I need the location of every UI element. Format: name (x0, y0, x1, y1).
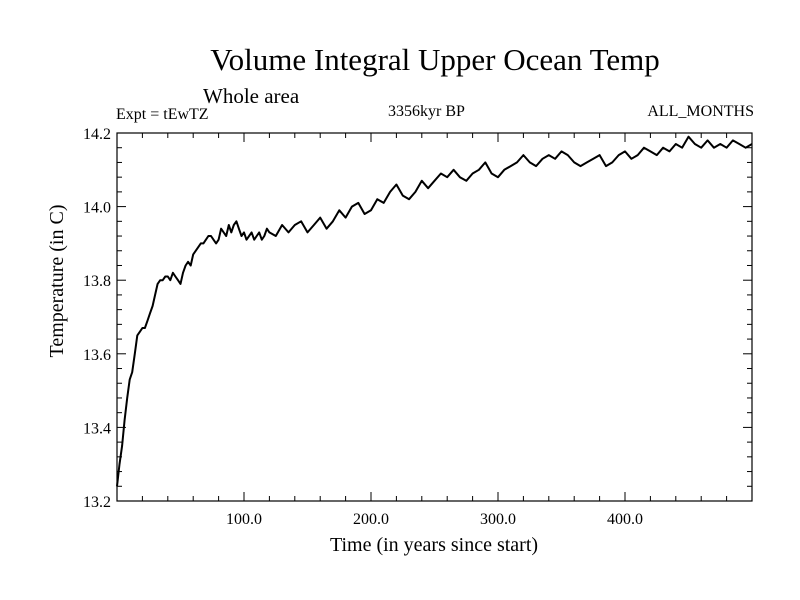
experiment-label: Expt = tEwTZ (116, 106, 209, 123)
x-tick-label: 300.0 (480, 511, 516, 528)
x-tick-label: 400.0 (607, 511, 643, 528)
y-tick-label: 13.2 (83, 494, 111, 511)
chart-subtitle: Whole area (203, 84, 300, 108)
months-label: ALL_MONTHS (647, 103, 754, 120)
chart-title: Volume Integral Upper Ocean Temp (210, 42, 660, 77)
period-label: 3356kyr BP (388, 103, 465, 120)
y-tick-label: 14.0 (83, 200, 111, 217)
y-tick-label: 14.2 (83, 126, 111, 143)
tick-labels: 100.0 200.0 300.0 400.0 13.2 13.4 13.6 13.8 14.0… (83, 126, 643, 528)
x-axis-label: Time (in years since start) (330, 534, 538, 556)
x-tick-label: 200.0 (353, 511, 389, 528)
series-line (116, 135, 753, 487)
y-axis-label: Temperature (in C) (46, 205, 68, 358)
plot-frame (116, 132, 753, 502)
y-tick-label: 13.4 (83, 420, 111, 437)
y-tick-label: 13.6 (83, 347, 111, 364)
y-tick-label: 13.8 (83, 273, 111, 290)
axis-ticks (116, 132, 753, 502)
x-tick-label: 100.0 (226, 511, 262, 528)
